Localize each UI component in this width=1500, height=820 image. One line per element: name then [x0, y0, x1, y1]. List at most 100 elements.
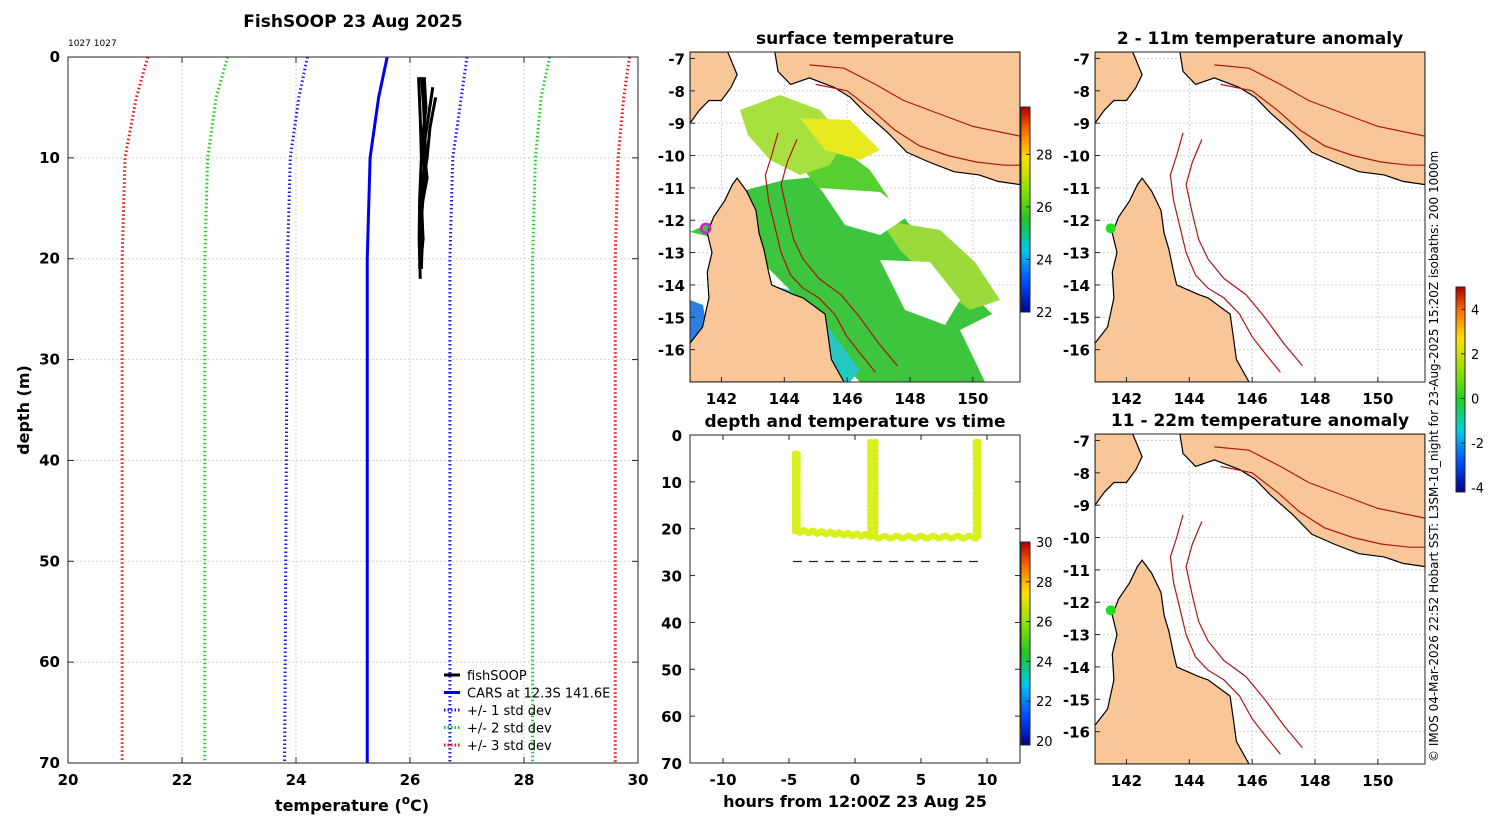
map-ytick-label: -12	[1063, 594, 1090, 612]
map-ytick-label: -10	[1063, 530, 1090, 548]
profile-xtick-label: 26	[400, 771, 421, 789]
time-ytick-label: 50	[661, 661, 682, 679]
colorbar-tick-label: -2	[1471, 437, 1484, 452]
map-xtick-label: 144	[1174, 390, 1205, 408]
map-xtick-label: 150	[957, 390, 988, 408]
anomaly-colorbar-ticks: -4 -2 0 2 4	[1461, 303, 1484, 497]
depth-time-colorbar	[1020, 541, 1031, 746]
profile-annotation: 1027 1027	[68, 39, 117, 49]
colorbar-tick-label: 22	[1036, 306, 1053, 321]
anomaly-11-22m-land-cape-york	[1095, 559, 1250, 764]
profile-legend-label: +/- 2 std dev	[467, 722, 552, 737]
map-ytick-label: -10	[658, 148, 685, 166]
profile-series--2-std	[531, 57, 552, 763]
colorbar-tick-label: 26	[1036, 201, 1053, 216]
profile-xtick-label: 28	[514, 771, 535, 789]
sst-cloud-2	[880, 260, 960, 325]
profile-ytick-label: 40	[39, 451, 60, 469]
profile-legend-label: +/- 3 std dev	[467, 739, 552, 754]
map-xtick-label: 144	[769, 390, 800, 408]
map-ytick-label: -16	[1063, 342, 1090, 360]
time-ytick-label: 40	[661, 614, 682, 632]
profile-ylabel: depth (m)	[14, 365, 33, 455]
sst-field-lime2	[880, 220, 1000, 310]
map-ytick-label: -13	[658, 245, 685, 263]
anomaly-11-22m-isobaths	[1169, 446, 1425, 755]
anomaly-map-2-11m-ticks: 142 144 146 148 150 -7 -8 -9 -10 -11 -12 -13 -14 -15 -…	[1063, 50, 1394, 408]
profile-legend-label: +/- 1 std dev	[467, 704, 552, 719]
profile-ytick-label: 0	[50, 48, 60, 66]
sst-field-yellow	[800, 118, 880, 160]
map-ytick-label: -11	[1063, 180, 1090, 198]
colorbar-tick-label: 0	[1471, 392, 1479, 407]
sst-cloud-3	[960, 300, 1020, 382]
profile-title: FishSOOP 23 Aug 2025	[243, 12, 462, 32]
map-ytick-label: -7	[1073, 432, 1090, 450]
profile-legend-label: CARS at 12.3S 141.6E	[467, 687, 610, 702]
map-ytick-label: -7	[668, 50, 685, 68]
depth-time-xlabel: hours from 12:00Z 23 Aug 25	[723, 792, 987, 811]
profile-xtick-label: 30	[628, 771, 649, 789]
map-xtick-label: 148	[1299, 390, 1330, 408]
map-xtick-label: 146	[1236, 390, 1267, 408]
profile-xtick-label: 24	[286, 771, 307, 789]
map-ytick-label: -12	[1063, 212, 1090, 230]
map-xtick-label: 146	[831, 390, 862, 408]
profile-plot: 20 22 24 26 28 30 0 10 20 30 40 50 60 70 FishSOOP 23 …	[14, 12, 648, 815]
map-xtick-label: 148	[1299, 772, 1330, 790]
footer-credit: © IMOS 04-Mar-2026 22:52 Hobart SST: L3S…	[1427, 151, 1441, 762]
profile-xlabel: temperature (oC)	[275, 793, 429, 815]
map-ytick-label: -12	[658, 212, 685, 230]
colorbar-tick-label: 30	[1036, 536, 1053, 551]
profile-legend-label: fishSOOP	[467, 669, 527, 684]
map-xtick-label: 146	[1236, 772, 1267, 790]
sst-land-cape-york	[690, 177, 845, 382]
colorbar-tick-label: 26	[1036, 616, 1053, 631]
map-ytick-label: -15	[1063, 691, 1090, 709]
depth-time-colorbar-ticks: 20 22 24 26 28 30	[1026, 536, 1053, 750]
anomaly-map-2-11m-title: 2 - 11m temperature anomaly	[1117, 29, 1403, 49]
time-ytick-label: 60	[661, 708, 682, 726]
cast-point	[975, 532, 982, 539]
profile-grid	[67, 56, 639, 764]
profile-axes-frame	[67, 56, 639, 764]
map-ytick-label: -8	[668, 83, 685, 101]
time-xtick-label: -5	[781, 771, 798, 789]
map-ytick-label: -16	[658, 342, 685, 360]
time-xtick-label: -10	[709, 771, 736, 789]
profile-series--1-std	[448, 57, 469, 763]
sst-colorbar-ticks: 22 24 26 28	[1026, 148, 1053, 321]
anomaly-2-11m-station-marker	[1105, 223, 1116, 234]
sst-field-green	[690, 176, 1020, 382]
map-xtick-label: 142	[1111, 772, 1142, 790]
time-ytick-label: 30	[661, 568, 682, 586]
profile-ytick-label: 60	[39, 653, 60, 671]
map-ytick-label: -13	[1063, 627, 1090, 645]
anomaly-map-11-22m: 142 144 146 148 150 -7 -8 -9 -10 -11 -12 -13 -14 -15 -…	[1063, 286, 1484, 790]
anomaly-map-2-11m-frame	[1094, 51, 1426, 383]
map-ytick-label: -10	[1063, 148, 1090, 166]
sst-map-frame	[689, 51, 1021, 383]
profile-ticks: 20 22 24 26 28 30 0 10 20 30 40 50 60 70	[39, 48, 648, 789]
colorbar-tick-label: -4	[1471, 482, 1484, 497]
colorbar-tick-label: 24	[1036, 253, 1053, 268]
map-ytick-label: -13	[1063, 245, 1090, 263]
colorbar-tick-label: 24	[1036, 655, 1053, 670]
anomaly-2-11m-isobaths	[1169, 64, 1425, 373]
cast-point	[872, 532, 879, 539]
profile-xtick-label: 22	[172, 771, 193, 789]
profile-ytick-label: 70	[39, 754, 60, 772]
depth-time-points	[791, 438, 982, 563]
map-ytick-label: -7	[1073, 50, 1090, 68]
colorbar-tick-label: 22	[1036, 695, 1053, 710]
cast-point	[866, 532, 874, 539]
profile-series--2-std	[203, 57, 230, 763]
depth-time-title: depth and temperature vs time	[705, 412, 1006, 432]
anomaly-11-22m-station-marker	[1105, 605, 1116, 616]
depth-time-ticks: -10 -5 0 5 10 0 10 20 30 40 50 60 70	[661, 427, 1020, 789]
map-ytick-label: -9	[1073, 115, 1090, 133]
anomaly-colorbar	[1455, 286, 1466, 493]
map-xtick-label: 142	[1111, 390, 1142, 408]
anomaly-map-11-22m-frame	[1094, 433, 1426, 765]
